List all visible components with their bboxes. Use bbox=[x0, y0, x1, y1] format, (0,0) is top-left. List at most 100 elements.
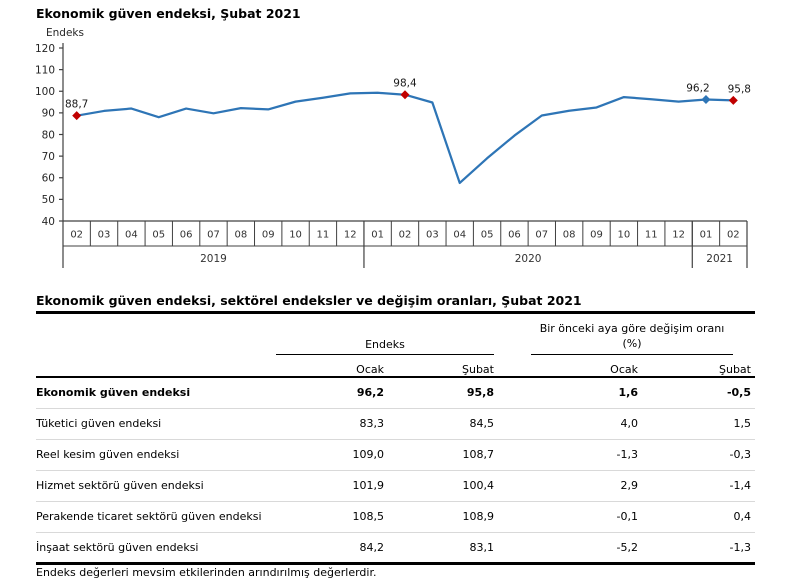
row-label: Tüketici güven endeksi bbox=[36, 417, 162, 430]
y-axis-tick-label: 70 bbox=[42, 151, 55, 163]
y-axis-tick-label: 80 bbox=[42, 129, 55, 141]
row-label: Perakende ticaret sektörü güven endeksi bbox=[36, 510, 262, 523]
data-point-label: 96,2 bbox=[686, 82, 709, 94]
cell-value: -0,5 bbox=[726, 386, 751, 400]
cell-value: 4,0 bbox=[620, 417, 639, 430]
x-month-label: 10 bbox=[618, 230, 631, 241]
x-month-label: 01 bbox=[371, 230, 384, 241]
sector-index-table: Endeks Bir önceki aya göre değişim oranı… bbox=[36, 311, 755, 565]
x-month-label: 11 bbox=[645, 230, 658, 241]
y-axis-title: Endeks bbox=[46, 27, 84, 39]
cell-value: 100,4 bbox=[462, 479, 495, 492]
x-month-label: 01 bbox=[700, 230, 713, 241]
x-month-label: 07 bbox=[207, 230, 220, 241]
x-month-label: 05 bbox=[152, 230, 165, 241]
x-month-label: 09 bbox=[262, 230, 275, 241]
cell-value: 2,9 bbox=[620, 479, 639, 492]
row-label: Hizmet sektörü güven endeksi bbox=[36, 479, 204, 492]
row-label: İnşaat sektörü güven endeksi bbox=[36, 540, 199, 554]
cell-value: 1,5 bbox=[733, 417, 752, 430]
cell-value: -1,3 bbox=[616, 448, 638, 461]
x-month-label: 06 bbox=[180, 230, 193, 241]
x-month-label: 11 bbox=[317, 230, 330, 241]
x-month-label: 03 bbox=[98, 230, 111, 241]
table-row: Reel kesim güven endeksi 109,0 108,7 -1,… bbox=[36, 439, 755, 470]
cell-value: 83,1 bbox=[469, 540, 495, 554]
cell-value: 1,6 bbox=[618, 386, 639, 400]
table-row: Tüketici güven endeksi 83,3 84,5 4,0 1,5 bbox=[36, 408, 755, 439]
cell-value: 109,0 bbox=[352, 448, 385, 461]
cell-value: 84,5 bbox=[469, 417, 495, 430]
y-axis-tick-label: 110 bbox=[35, 64, 55, 76]
group-header-change-label: Bir önceki aya göre değişim oranı (%) bbox=[531, 322, 733, 355]
group-header-endeks-label: Endeks bbox=[276, 338, 494, 355]
row-label: Reel kesim güven endeksi bbox=[36, 448, 180, 461]
cell-value: -5,2 bbox=[616, 540, 638, 554]
data-point-marker bbox=[701, 94, 711, 104]
data-point-marker bbox=[728, 95, 738, 105]
x-month-label: 02 bbox=[727, 230, 740, 241]
cell-value: 108,9 bbox=[462, 510, 495, 523]
data-point-marker bbox=[72, 111, 82, 121]
y-axis-tick-label: 120 bbox=[35, 43, 55, 55]
table-subheader-row: Ocak Şubat Ocak Şubat bbox=[36, 355, 755, 378]
group-header-endeks: Endeks bbox=[276, 313, 494, 355]
cell-value: 84,2 bbox=[359, 540, 385, 554]
x-month-label: 07 bbox=[535, 230, 548, 241]
x-month-label: 12 bbox=[344, 230, 357, 241]
y-axis-tick-label: 100 bbox=[35, 86, 55, 98]
table-footnote: Endeks değerleri mevsim etkilerinden arı… bbox=[36, 566, 377, 579]
table-row: Perakende ticaret sektörü güven endeksi … bbox=[36, 501, 755, 532]
cell-value: 101,9 bbox=[352, 479, 385, 492]
group-header-change: Bir önceki aya göre değişim oranı (%) bbox=[494, 313, 755, 355]
subheader-endeks-subat: Şubat bbox=[384, 355, 494, 378]
y-axis-tick-label: 40 bbox=[42, 216, 55, 228]
cell-value: 96,2 bbox=[356, 386, 384, 400]
table-group-header-row: Endeks Bir önceki aya göre değişim oranı… bbox=[36, 313, 755, 356]
subheader-change-ocak: Ocak bbox=[494, 355, 638, 378]
subheader-change-subat: Şubat bbox=[638, 355, 755, 378]
data-point-label: 95,8 bbox=[728, 83, 751, 95]
cell-value: -1,3 bbox=[729, 540, 751, 554]
x-month-label: 12 bbox=[672, 230, 685, 241]
cell-value: 0,4 bbox=[733, 510, 752, 523]
y-axis-tick-label: 60 bbox=[42, 173, 55, 185]
cell-value: 108,7 bbox=[462, 448, 495, 461]
x-year-label: 2020 bbox=[515, 253, 542, 265]
confidence-line-series bbox=[75, 91, 735, 185]
cell-value: -0,1 bbox=[616, 510, 638, 523]
cell-value: 95,8 bbox=[466, 386, 494, 400]
x-month-label: 08 bbox=[234, 230, 247, 241]
table-row: Ekonomik güven endeksi 96,2 95,8 1,6 -0,… bbox=[36, 377, 755, 408]
x-month-label: 02 bbox=[399, 230, 412, 241]
x-month-label: 06 bbox=[508, 230, 521, 241]
x-month-label: 10 bbox=[289, 230, 302, 241]
x-month-label: 08 bbox=[563, 230, 576, 241]
empty-subheader-cell bbox=[36, 355, 276, 378]
chart-title: Ekonomik güven endeksi, Şubat 2021 bbox=[36, 6, 301, 21]
subheader-endeks-ocak: Ocak bbox=[276, 355, 384, 378]
y-axis-tick-label: 50 bbox=[42, 194, 55, 206]
data-point-label: 88,7 bbox=[65, 99, 88, 111]
x-year-label: 2019 bbox=[200, 253, 227, 265]
table-title: Ekonomik güven endeksi, sektörel endeksl… bbox=[36, 293, 582, 308]
x-month-label: 03 bbox=[426, 230, 439, 241]
empty-header-cell bbox=[36, 313, 276, 356]
x-month-label: 09 bbox=[590, 230, 603, 241]
x-month-label: 05 bbox=[481, 230, 494, 241]
x-month-label: 02 bbox=[70, 230, 83, 241]
x-year-label: 2021 bbox=[706, 253, 733, 265]
cell-value: -1,4 bbox=[729, 479, 751, 492]
table-row: Hizmet sektörü güven endeksi 101,9 100,4… bbox=[36, 470, 755, 501]
data-point-marker bbox=[400, 90, 410, 100]
cell-value: -0,3 bbox=[729, 448, 751, 461]
data-point-label: 98,4 bbox=[393, 78, 417, 90]
table-row: İnşaat sektörü güven endeksi 84,2 83,1 -… bbox=[36, 532, 755, 563]
x-month-label: 04 bbox=[125, 230, 138, 241]
x-month-label: 04 bbox=[453, 230, 466, 241]
cell-value: 108,5 bbox=[352, 510, 385, 523]
row-label: Ekonomik güven endeksi bbox=[36, 386, 191, 400]
cell-value: 83,3 bbox=[359, 417, 385, 430]
y-axis-tick-label: 90 bbox=[42, 108, 55, 120]
